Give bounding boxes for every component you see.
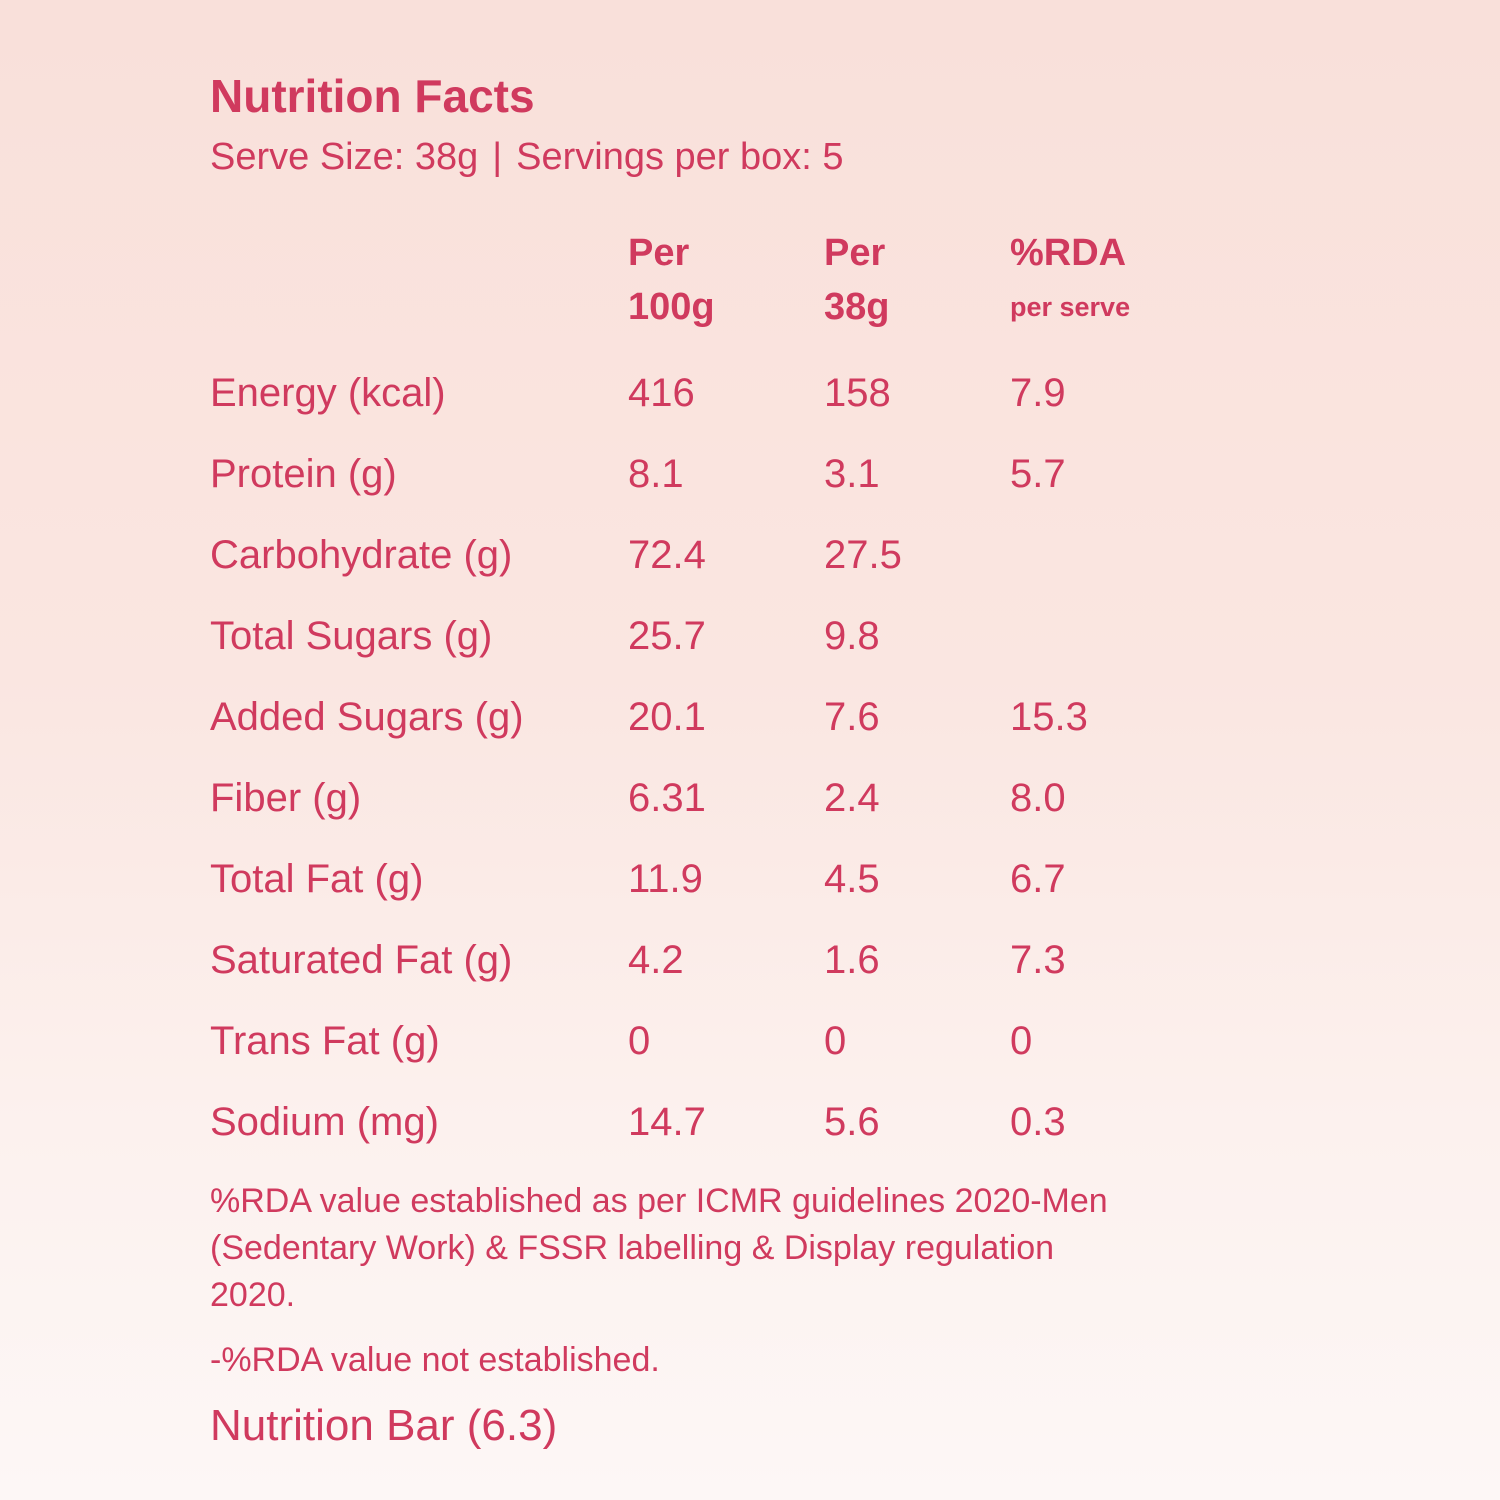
value-per-100g: 11.9 <box>628 857 703 901</box>
value-per-serve: 7.6 <box>824 695 880 739</box>
value-per-100g: 0 <box>628 1019 651 1063</box>
nutrient-label: Sodium (mg) <box>210 1100 439 1144</box>
value-per-100g: 14.7 <box>628 1100 706 1144</box>
value-per-serve: 158 <box>824 371 891 415</box>
value-per-100g: 416 <box>628 371 695 415</box>
rda-not-established-note: -%RDA value not established. <box>210 1341 660 1379</box>
value-rda: 7.3 <box>1010 938 1066 982</box>
value-per-100g: 8.1 <box>628 452 684 496</box>
value-per-100g: 6.31 <box>628 776 706 820</box>
serving-info: Serve Size: 38g | Servings per box: 5 <box>210 132 1310 182</box>
column-header-rda: %RDA per serve <box>1010 232 1131 322</box>
value-per-100g: 72.4 <box>628 533 706 577</box>
table-row: Sodium (mg) 14.7 5.6 0.3 <box>210 1097 1310 1178</box>
serve-size: Serve Size: 38g <box>210 136 479 178</box>
value-per-serve: 9.8 <box>824 614 880 658</box>
table-row: Total Fat (g) 11.9 4.5 6.7 <box>210 854 1310 935</box>
value-rda: 0.3 <box>1010 1100 1066 1144</box>
table-row: Added Sugars (g) 20.1 7.6 15.3 <box>210 692 1310 773</box>
value-rda: 7.9 <box>1010 371 1066 415</box>
value-per-100g: 20.1 <box>628 695 706 739</box>
servings-per-box: Servings per box: 5 <box>516 136 844 178</box>
page-title: Nutrition Facts <box>210 70 535 122</box>
value-rda: 8.0 <box>1010 776 1066 820</box>
value-per-serve: 27.5 <box>824 533 902 577</box>
nutrient-label: Saturated Fat (g) <box>210 938 513 982</box>
nutrient-label: Added Sugars (g) <box>210 695 524 739</box>
nutrient-label: Energy (kcal) <box>210 371 446 415</box>
value-per-serve: 1.6 <box>824 938 880 982</box>
nutrient-label: Fiber (g) <box>210 776 362 820</box>
table-row: Fiber (g) 6.31 2.4 8.0 <box>210 773 1310 854</box>
value-rda: 0 <box>1010 1019 1033 1063</box>
value-rda: 15.3 <box>1010 695 1088 739</box>
separator: | <box>492 136 503 178</box>
value-per-serve: 2.4 <box>824 776 880 820</box>
table-row: Protein (g) 8.1 3.1 5.7 <box>210 449 1310 530</box>
value-rda: 6.7 <box>1010 857 1066 901</box>
nutrient-label: Total Sugars (g) <box>210 614 493 658</box>
value-per-100g: 4.2 <box>628 938 684 982</box>
value-per-100g: 25.7 <box>628 614 706 658</box>
nutrition-facts-panel: Nutrition Facts Serve Size: 38g | Servings… <box>210 68 1310 1454</box>
table-row: Energy (kcal) 416 158 7.9 <box>210 368 1310 449</box>
nutrient-label: Carbohydrate (g) <box>210 533 513 577</box>
table-row: Saturated Fat (g) 4.2 1.6 7.3 <box>210 935 1310 1016</box>
value-per-serve: 4.5 <box>824 857 880 901</box>
value-per-serve: 3.1 <box>824 452 880 496</box>
nutrient-label: Trans Fat (g) <box>210 1019 440 1063</box>
table-row: Total Sugars (g) 25.7 9.8 <box>210 611 1310 692</box>
product-name: Nutrition Bar (6.3) <box>210 1401 558 1450</box>
value-per-serve: 5.6 <box>824 1100 880 1144</box>
column-header-per-100g: Per 100g <box>628 232 715 328</box>
table-row: Carbohydrate (g) 72.4 27.5 <box>210 530 1310 611</box>
column-header-per-serve: Per 38g <box>824 232 890 328</box>
value-per-serve: 0 <box>824 1019 847 1063</box>
table-row: Trans Fat (g) 0 0 0 <box>210 1016 1310 1097</box>
nutrient-label: Protein (g) <box>210 452 397 496</box>
nutrient-label: Total Fat (g) <box>210 857 424 901</box>
rda-footnote: %RDA value established as per ICMR guide… <box>210 1182 1108 1314</box>
table-header: Per 100g Per 38g %RDA per serve <box>210 226 1310 346</box>
value-rda: 5.7 <box>1010 452 1066 496</box>
nutrient-table: Energy (kcal) 416 158 7.9 Protein (g) 8.1 3.1… <box>210 368 1310 1178</box>
